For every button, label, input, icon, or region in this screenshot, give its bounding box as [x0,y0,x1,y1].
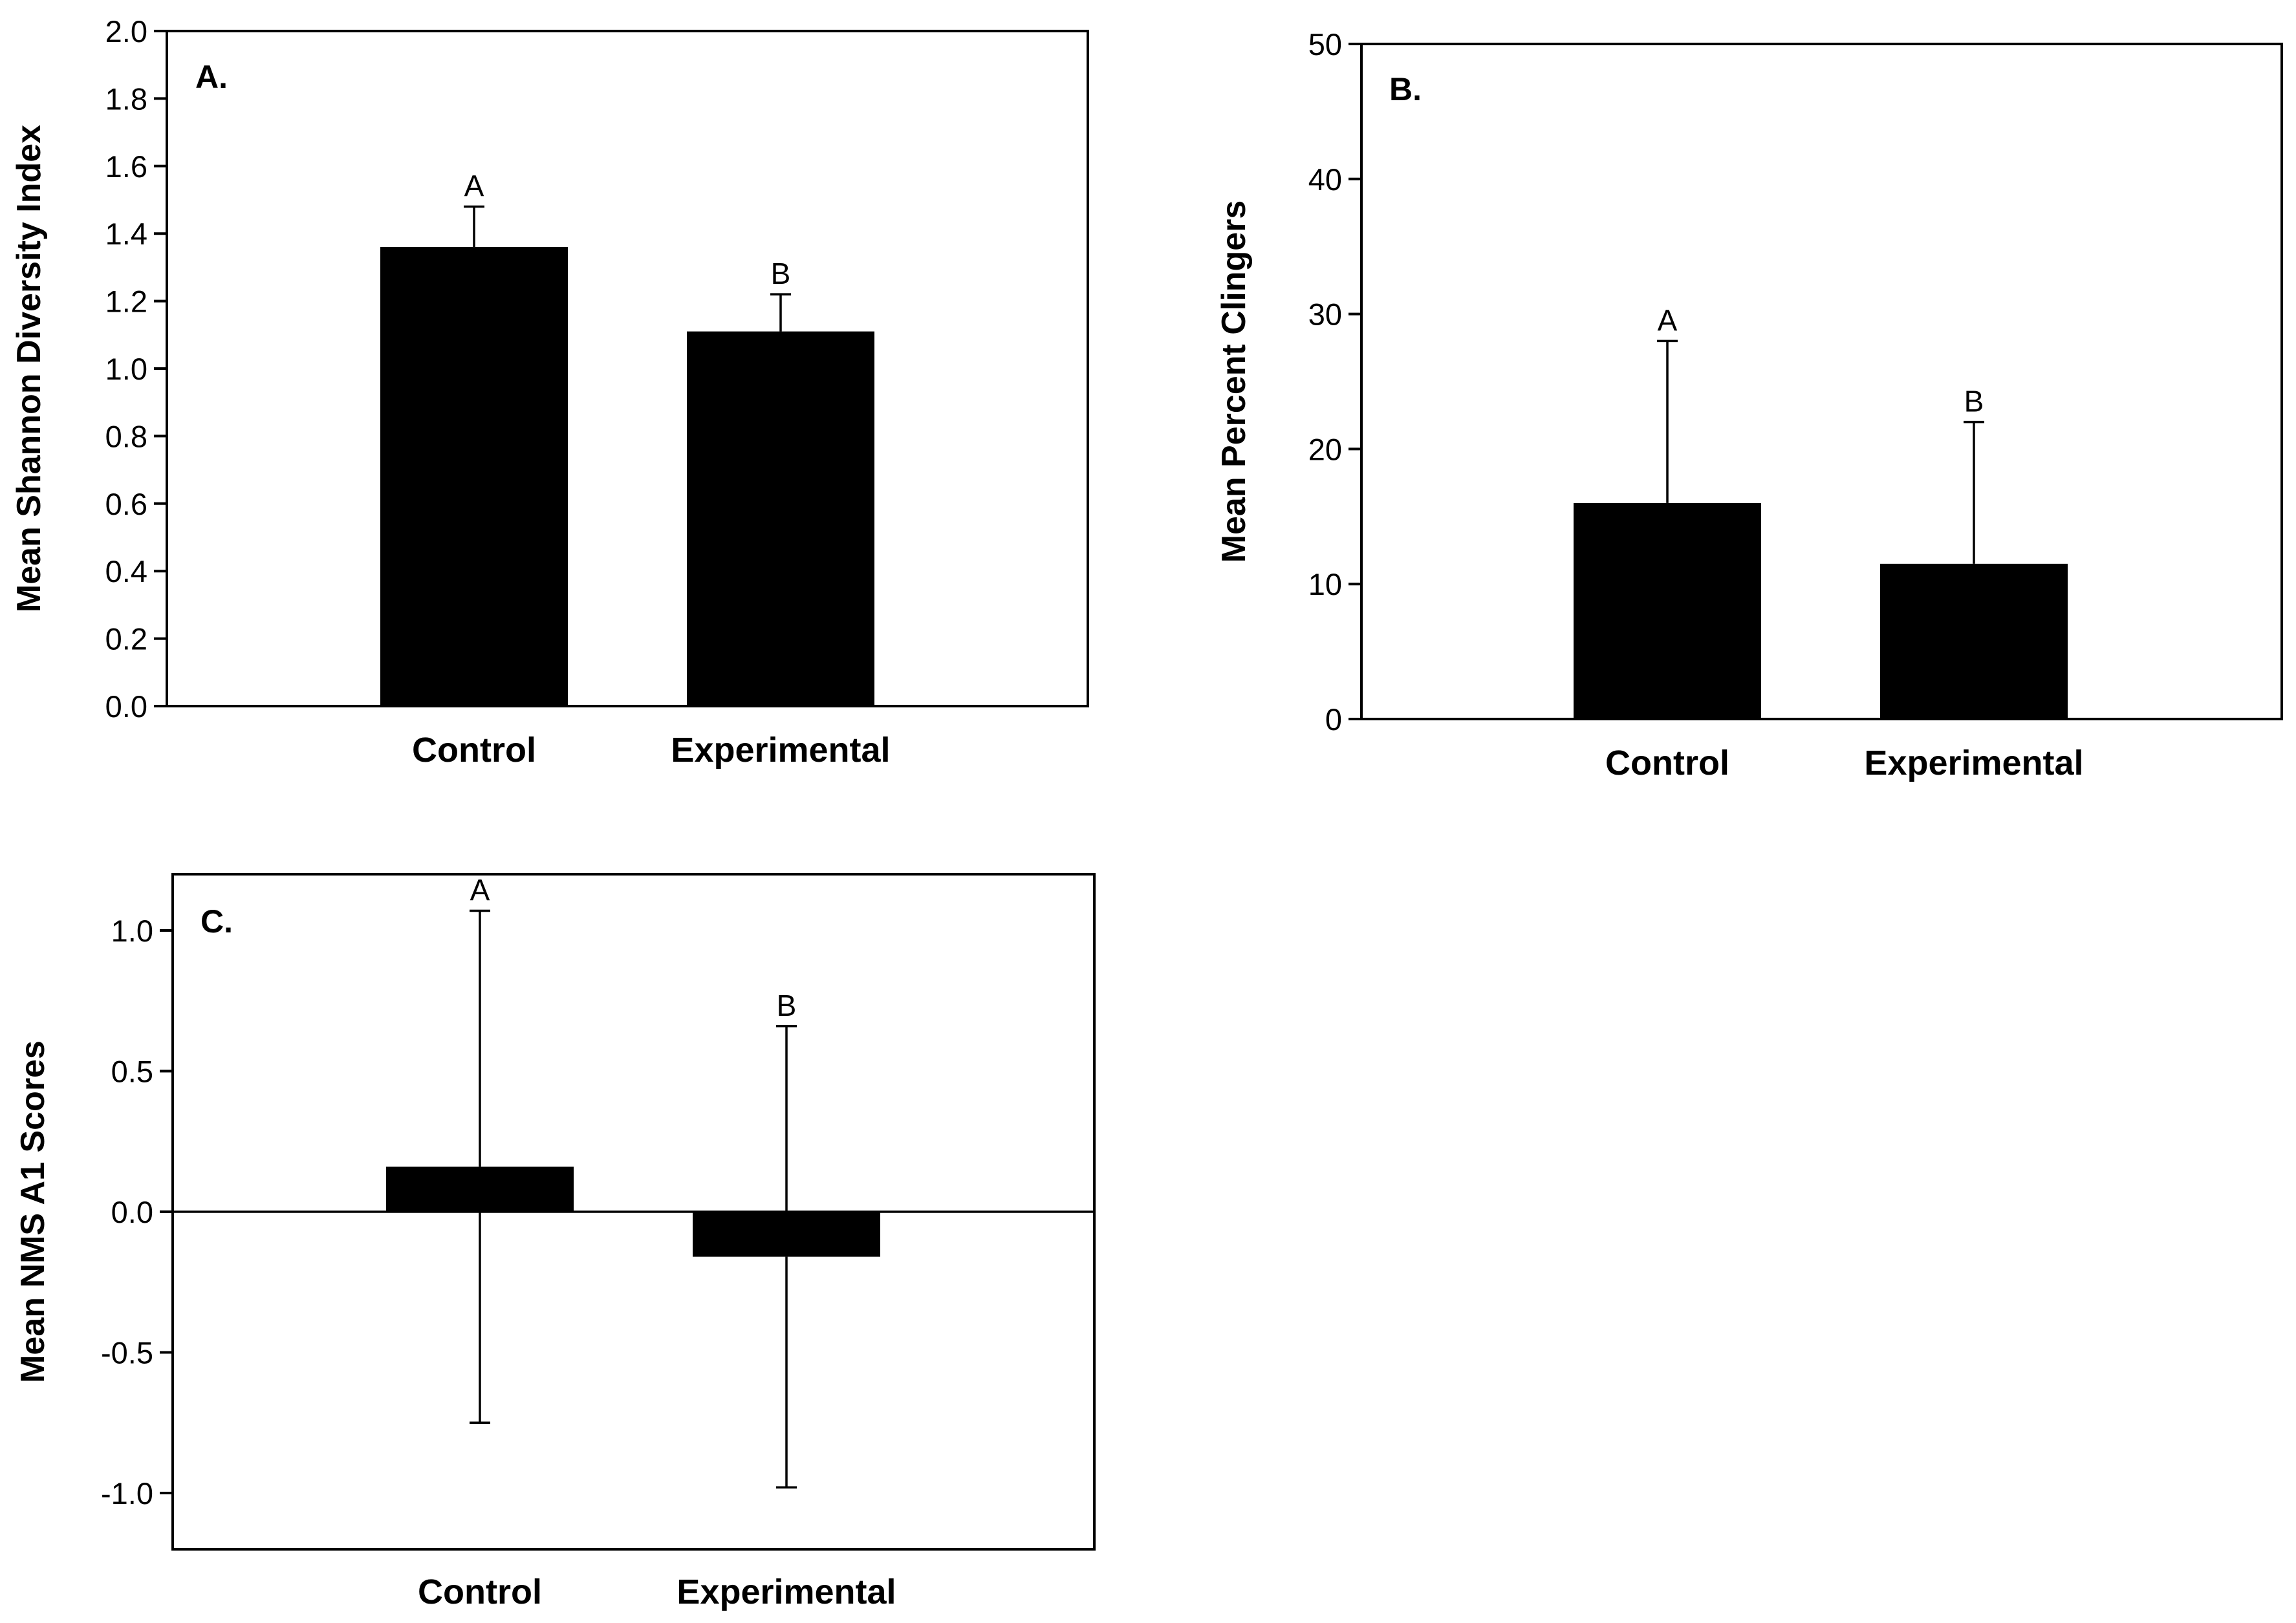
panel-label: B. [1389,71,1422,107]
y-tick-label: 0.0 [111,1195,153,1229]
significance-label: B [771,257,791,290]
category-label: Experimental [677,1573,896,1611]
y-tick-label: 40 [1308,162,1342,197]
y-tick-label: 30 [1308,297,1342,332]
y-axis-title: Mean NMS A1 Scores [14,1040,52,1383]
y-tick-label: 1.0 [111,914,153,948]
plot-frame [166,30,1089,707]
y-tick-label: 1.6 [105,149,147,184]
y-tick-label: 0.8 [105,419,147,453]
chart-panel-c: -1.0 -0.5 0.0 0.5 1.0 A Control B Experimental C.… [14,873,1096,1611]
y-axis-title: Mean Percent Clingers [1215,200,1253,563]
y-tick-label: 20 [1308,432,1342,466]
chart-panel-b: 0 10 20 30 40 50 A Control B Experimental B. Mean P… [1215,27,2283,782]
category-label: Control [412,731,536,769]
category-label: Experimental [671,731,890,769]
y-tick-label: -0.5 [101,1336,153,1370]
y-tick-label: 0 [1325,702,1342,736]
y-tick-label: 0.2 [105,622,147,656]
y-tick-label: -1.0 [101,1476,153,1510]
bar-control [380,247,568,707]
y-tick-label: 0.5 [111,1055,153,1089]
category-label: Experimental [1864,744,2083,782]
y-axis-title: Mean Shannon Diversity Index [10,125,48,612]
y-tick-label: 1.0 [105,352,147,386]
chart-panel-a: 0.0 0.2 0.4 0.6 0.8 1.0 1.2 1.4 1.6 1.8 2.0 A Contro… [10,14,1089,769]
panel-label: A. [195,59,228,95]
significance-label: B [777,989,797,1022]
significance-label: A [1658,303,1678,337]
y-tick-label: 0.0 [105,689,147,724]
panel-label: C. [200,903,233,940]
significance-label: A [464,169,484,202]
category-label: Control [1605,744,1729,782]
y-tick-label: 0.4 [105,554,147,588]
y-tick-label: 1.8 [105,81,147,116]
y-tick-label: 0.6 [105,487,147,521]
bar-experimental [1880,563,2068,719]
y-tick-label: 10 [1308,567,1342,601]
category-label: Control [418,1573,542,1611]
y-tick-label: 50 [1308,27,1342,61]
plot-frame [1360,43,2283,720]
significance-label: A [470,874,490,907]
bar-experimental [687,331,874,706]
significance-label: B [1964,385,1984,418]
y-tick-label: 2.0 [105,14,147,48]
y-tick-label: 1.2 [105,285,147,319]
bar-control [1574,502,1761,719]
y-tick-label: 1.4 [105,217,147,251]
